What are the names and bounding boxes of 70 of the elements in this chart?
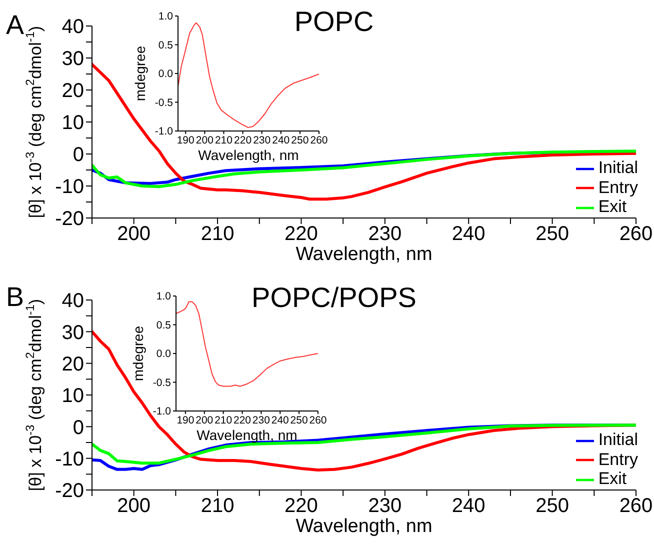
x-axis-title: Wavelength, nm: [198, 147, 299, 163]
y-tick-label: 30: [62, 48, 84, 70]
x-tick-label: 210: [214, 414, 232, 426]
y-tick-label: 40: [62, 16, 84, 38]
legend-label: Entry: [598, 178, 638, 197]
y-tick-label: -1.0: [154, 126, 174, 138]
legend-label: Initial: [598, 430, 638, 449]
x-tick-label: 250: [291, 134, 309, 146]
y-tick-label: -20: [55, 208, 84, 230]
y-tick-label: 10: [62, 385, 84, 408]
y-tick-label: 20: [62, 80, 84, 102]
y-tick-label: 0.5: [156, 319, 172, 332]
x-tick-label: 230: [368, 223, 402, 246]
y-tick-label: 30: [62, 322, 84, 344]
y-tick-label: 20: [62, 353, 84, 376]
x-tick-label: 240: [452, 495, 486, 518]
y-tick-label: 10: [62, 112, 84, 134]
x-axis-title: Wavelength, nm: [296, 516, 432, 537]
y-tick-label: -1.0: [152, 406, 172, 418]
x-tick-label: 220: [284, 223, 318, 246]
y-axis-title: mdegree: [132, 46, 148, 102]
x-tick-label: 260: [310, 134, 328, 146]
x-axis-title: Wavelength, nm: [296, 244, 432, 265]
x-tick-label: 190: [176, 134, 195, 146]
x-tick-label: 200: [196, 134, 214, 146]
x-tick-label: 250: [290, 414, 308, 426]
y-tick-label: 0.0: [156, 348, 172, 360]
text: B: [6, 282, 24, 313]
y-tick-label: -0.5: [152, 376, 172, 389]
x-tick-label: 260: [309, 414, 327, 426]
y-tick-label: 1.0: [156, 290, 172, 303]
chart-title: POPC/POPS: [252, 282, 416, 313]
x-tick-label: 240: [272, 134, 290, 146]
x-tick-label: 220: [234, 134, 252, 146]
x-tick-label: 200: [117, 495, 151, 518]
x-tick-label: 250: [536, 495, 569, 518]
y-tick-label: 0: [72, 144, 84, 166]
x-tick-label: 260: [619, 223, 653, 246]
x-tick-label: 200: [196, 414, 214, 426]
y-tick-label: 1.0: [158, 10, 174, 23]
x-axis-title: Wavelength, nm: [196, 427, 298, 443]
y-tick-label: 0.5: [158, 39, 174, 52]
y-tick-label: 40: [62, 290, 84, 312]
y-tick-label: -0.5: [154, 96, 174, 109]
x-tick-label: 210: [200, 223, 234, 246]
y-axis-title: mdegree: [130, 326, 146, 382]
x-tick-label: 250: [536, 223, 569, 246]
x-tick-label: 260: [619, 495, 653, 518]
x-tick-label: 220: [284, 495, 318, 518]
y-tick-label: 0.0: [158, 68, 174, 80]
x-tick-label: 230: [368, 495, 402, 518]
legend-label: Initial: [598, 158, 638, 177]
x-tick-label: 190: [176, 414, 194, 426]
x-tick-label: 230: [253, 134, 271, 146]
y-tick-label: 0: [72, 416, 84, 439]
x-tick-label: 210: [200, 495, 234, 518]
x-tick-label: 210: [214, 134, 233, 146]
x-tick-label: 220: [234, 414, 252, 426]
text: A: [6, 10, 24, 41]
x-tick-label: 230: [252, 414, 270, 426]
legend-label: Exit: [598, 197, 627, 216]
chart-title: POPC: [294, 6, 374, 37]
y-tick-label: -10: [55, 448, 84, 470]
x-tick-label: 200: [117, 223, 151, 246]
y-tick-label: -20: [55, 480, 84, 502]
legend-label: Entry: [598, 450, 638, 469]
y-tick-label: -10: [55, 176, 84, 198]
x-tick-label: 240: [271, 414, 290, 426]
legend-label: Exit: [598, 469, 627, 488]
x-tick-label: 240: [452, 223, 486, 246]
